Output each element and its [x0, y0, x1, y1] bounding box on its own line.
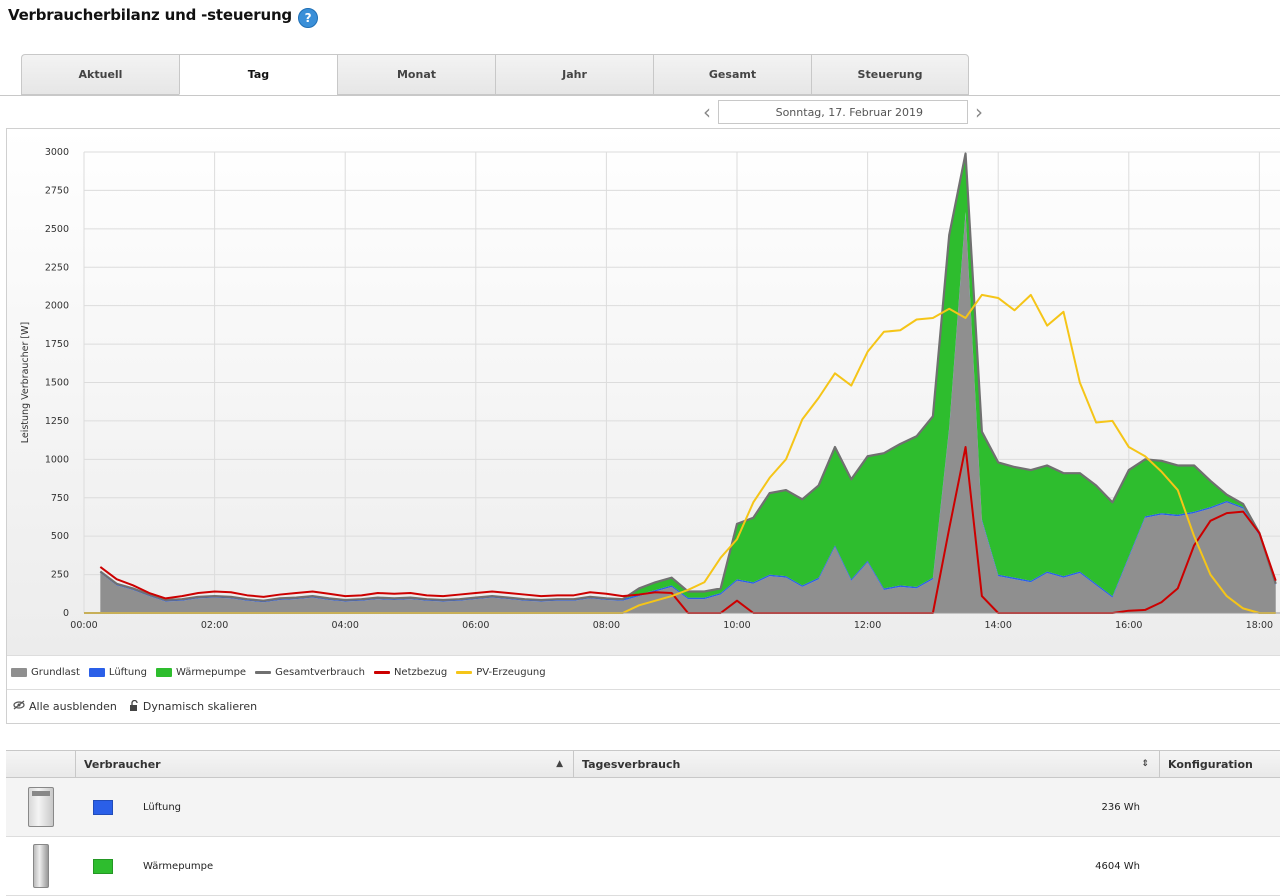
x-tick-label: 10:00: [723, 620, 750, 631]
consumer-name: Lüftung: [143, 801, 182, 813]
heat-pump-icon: [33, 844, 49, 888]
header-daily-label: Tagesverbrauch: [582, 757, 681, 771]
line-pv-erzeugung: [84, 293, 1276, 614]
x-tick-label: 00:00: [70, 620, 97, 631]
x-tick-label: 02:00: [201, 620, 228, 631]
consumer-color-swatch: [93, 799, 113, 815]
area-grundlast: [100, 213, 1276, 613]
legend-swatch-pv-erzeugung: [456, 671, 473, 674]
x-tick-label: 06:00: [462, 620, 489, 631]
tab-jahr[interactable]: Jahr: [495, 54, 653, 95]
legend-item-gesamtverbrauch[interactable]: Gesamtverbrauch: [255, 667, 365, 678]
eye-slash-icon: [13, 700, 25, 713]
legend-label: PV-Erzeugung: [476, 667, 546, 678]
x-tick-label: 04:00: [332, 620, 359, 631]
legend-label: Grundlast: [31, 667, 80, 678]
x-tick-label: 08:00: [593, 620, 620, 631]
date-navigation: ‹ Sonntag, 17. Februar 2019 ›: [698, 99, 988, 125]
legend-label: Gesamtverbrauch: [275, 667, 365, 678]
x-tick-label: 16:00: [1115, 620, 1142, 631]
legend-item-pv-erzeugung[interactable]: PV-Erzeugung: [456, 667, 546, 678]
power-chart: 0 250 500 750 1000 1250 1500 1750 2000 2250 2500 27…: [7, 129, 1280, 655]
tab-steuerung[interactable]: Steuerung: [811, 54, 969, 95]
tabs-divider: [0, 95, 1280, 96]
legend-label: Netzbezug: [393, 667, 448, 678]
device-cell: [6, 844, 76, 888]
dynamic-scale-toggle[interactable]: Dynamisch skalieren: [129, 699, 258, 714]
unlock-icon: [129, 699, 139, 714]
consumer-table: Verbraucher ▲ Tagesverbrauch ⇕ Konfigura…: [6, 750, 1280, 896]
header-image: [6, 751, 76, 777]
date-picker[interactable]: Sonntag, 17. Februar 2019: [718, 100, 968, 124]
legend-item-waermepumpe[interactable]: Wärmepumpe: [155, 667, 247, 678]
help-icon[interactable]: ?: [297, 8, 318, 28]
sort-asc-icon[interactable]: ▲: [556, 759, 563, 769]
header-consumer[interactable]: Verbraucher ▲: [76, 751, 574, 777]
tab-gesamt[interactable]: Gesamt: [653, 54, 811, 95]
previous-day-icon[interactable]: ‹: [703, 100, 711, 124]
x-tick-label: 14:00: [985, 620, 1012, 631]
hide-all-toggle[interactable]: Alle ausblenden: [13, 700, 117, 713]
legend-item-netzbezug[interactable]: Netzbezug: [373, 667, 448, 678]
chart-options: Alle ausblenden Dynamisch skalieren: [7, 689, 1280, 723]
x-tick-label: 18:00: [1246, 620, 1273, 631]
legend-label: Lüftung: [108, 667, 147, 678]
consumer-name: Wärmepumpe: [143, 860, 214, 872]
y-axis-label: Leistung Verbraucher [W]: [20, 322, 31, 444]
consumer-cell: Lüftung: [76, 799, 560, 815]
y-tick-label: 2250: [45, 262, 69, 273]
ventilation-unit-icon: [28, 787, 54, 827]
y-tick-label: 1000: [45, 454, 69, 465]
legend-swatch-gesamtverbrauch: [255, 671, 272, 674]
legend-swatch-lueftung: [88, 668, 105, 677]
y-tick-label: 1750: [45, 339, 69, 350]
dynamic-scale-label: Dynamisch skalieren: [142, 700, 258, 713]
daily-consumption-value: 236 Wh: [1101, 801, 1141, 813]
tab-tag[interactable]: Tag: [179, 54, 337, 95]
tab-aktuell[interactable]: Aktuell: [21, 54, 179, 95]
y-tick-label: 500: [51, 531, 69, 542]
daily-consumption-value: 4604 Wh: [1095, 860, 1140, 872]
consumer-color-swatch: [93, 858, 113, 874]
next-day-icon[interactable]: ›: [975, 100, 983, 124]
device-cell: [6, 787, 76, 827]
y-tick-label: 1250: [45, 416, 69, 427]
area-wärmepumpe: [100, 153, 1276, 601]
x-tick-label: 12:00: [854, 620, 881, 631]
sort-toggle-icon[interactable]: ⇕: [1141, 759, 1149, 769]
legend-swatch-waermepumpe: [155, 668, 172, 677]
table-header: Verbraucher ▲ Tagesverbrauch ⇕ Konfigura…: [6, 751, 1280, 778]
y-tick-label: 2750: [45, 185, 69, 196]
view-tabs: Aktuell Tag Monat Jahr Gesamt Steuerung: [21, 54, 969, 96]
y-tick-label: 3000: [45, 147, 69, 158]
header-config-label: Konfiguration: [1168, 757, 1253, 771]
table-row[interactable]: Wärmepumpe 4604 Wh: [6, 837, 1280, 896]
table-row[interactable]: Lüftung 236 Wh: [6, 778, 1280, 837]
y-tick-label: 2000: [45, 301, 69, 312]
hide-all-label: Alle ausblenden: [29, 700, 117, 713]
page-title-text: Verbraucherbilanz und -steuerung: [8, 6, 292, 24]
header-daily-consumption[interactable]: Tagesverbrauch ⇕: [574, 751, 1160, 777]
y-tick-label: 0: [63, 608, 69, 619]
tab-monat[interactable]: Monat: [337, 54, 495, 95]
legend-item-lueftung[interactable]: Lüftung: [88, 667, 147, 678]
header-consumer-label: Verbraucher: [84, 757, 161, 771]
consumer-cell: Wärmepumpe: [76, 858, 560, 874]
line-gesamtverbrauch: [99, 152, 1277, 602]
chart-legend: Grundlast Lüftung Wärmepumpe Gesamtverbr…: [7, 655, 1280, 689]
y-tick-label: 1500: [45, 378, 69, 389]
chart-panel: 0 250 500 750 1000 1250 1500 1750 2000 2250 2500 27…: [6, 128, 1280, 724]
legend-label: Wärmepumpe: [175, 667, 247, 678]
y-tick-label: 250: [51, 570, 69, 581]
header-configuration: Konfiguration: [1160, 751, 1280, 777]
y-tick-label: 750: [51, 493, 69, 504]
legend-item-grundlast[interactable]: Grundlast: [11, 667, 80, 678]
legend-swatch-grundlast: [11, 668, 27, 677]
legend-swatch-netzbezug: [373, 671, 390, 674]
page-title: Verbraucherbilanz und -steuerung?: [8, 6, 318, 28]
y-tick-label: 2500: [45, 224, 69, 235]
